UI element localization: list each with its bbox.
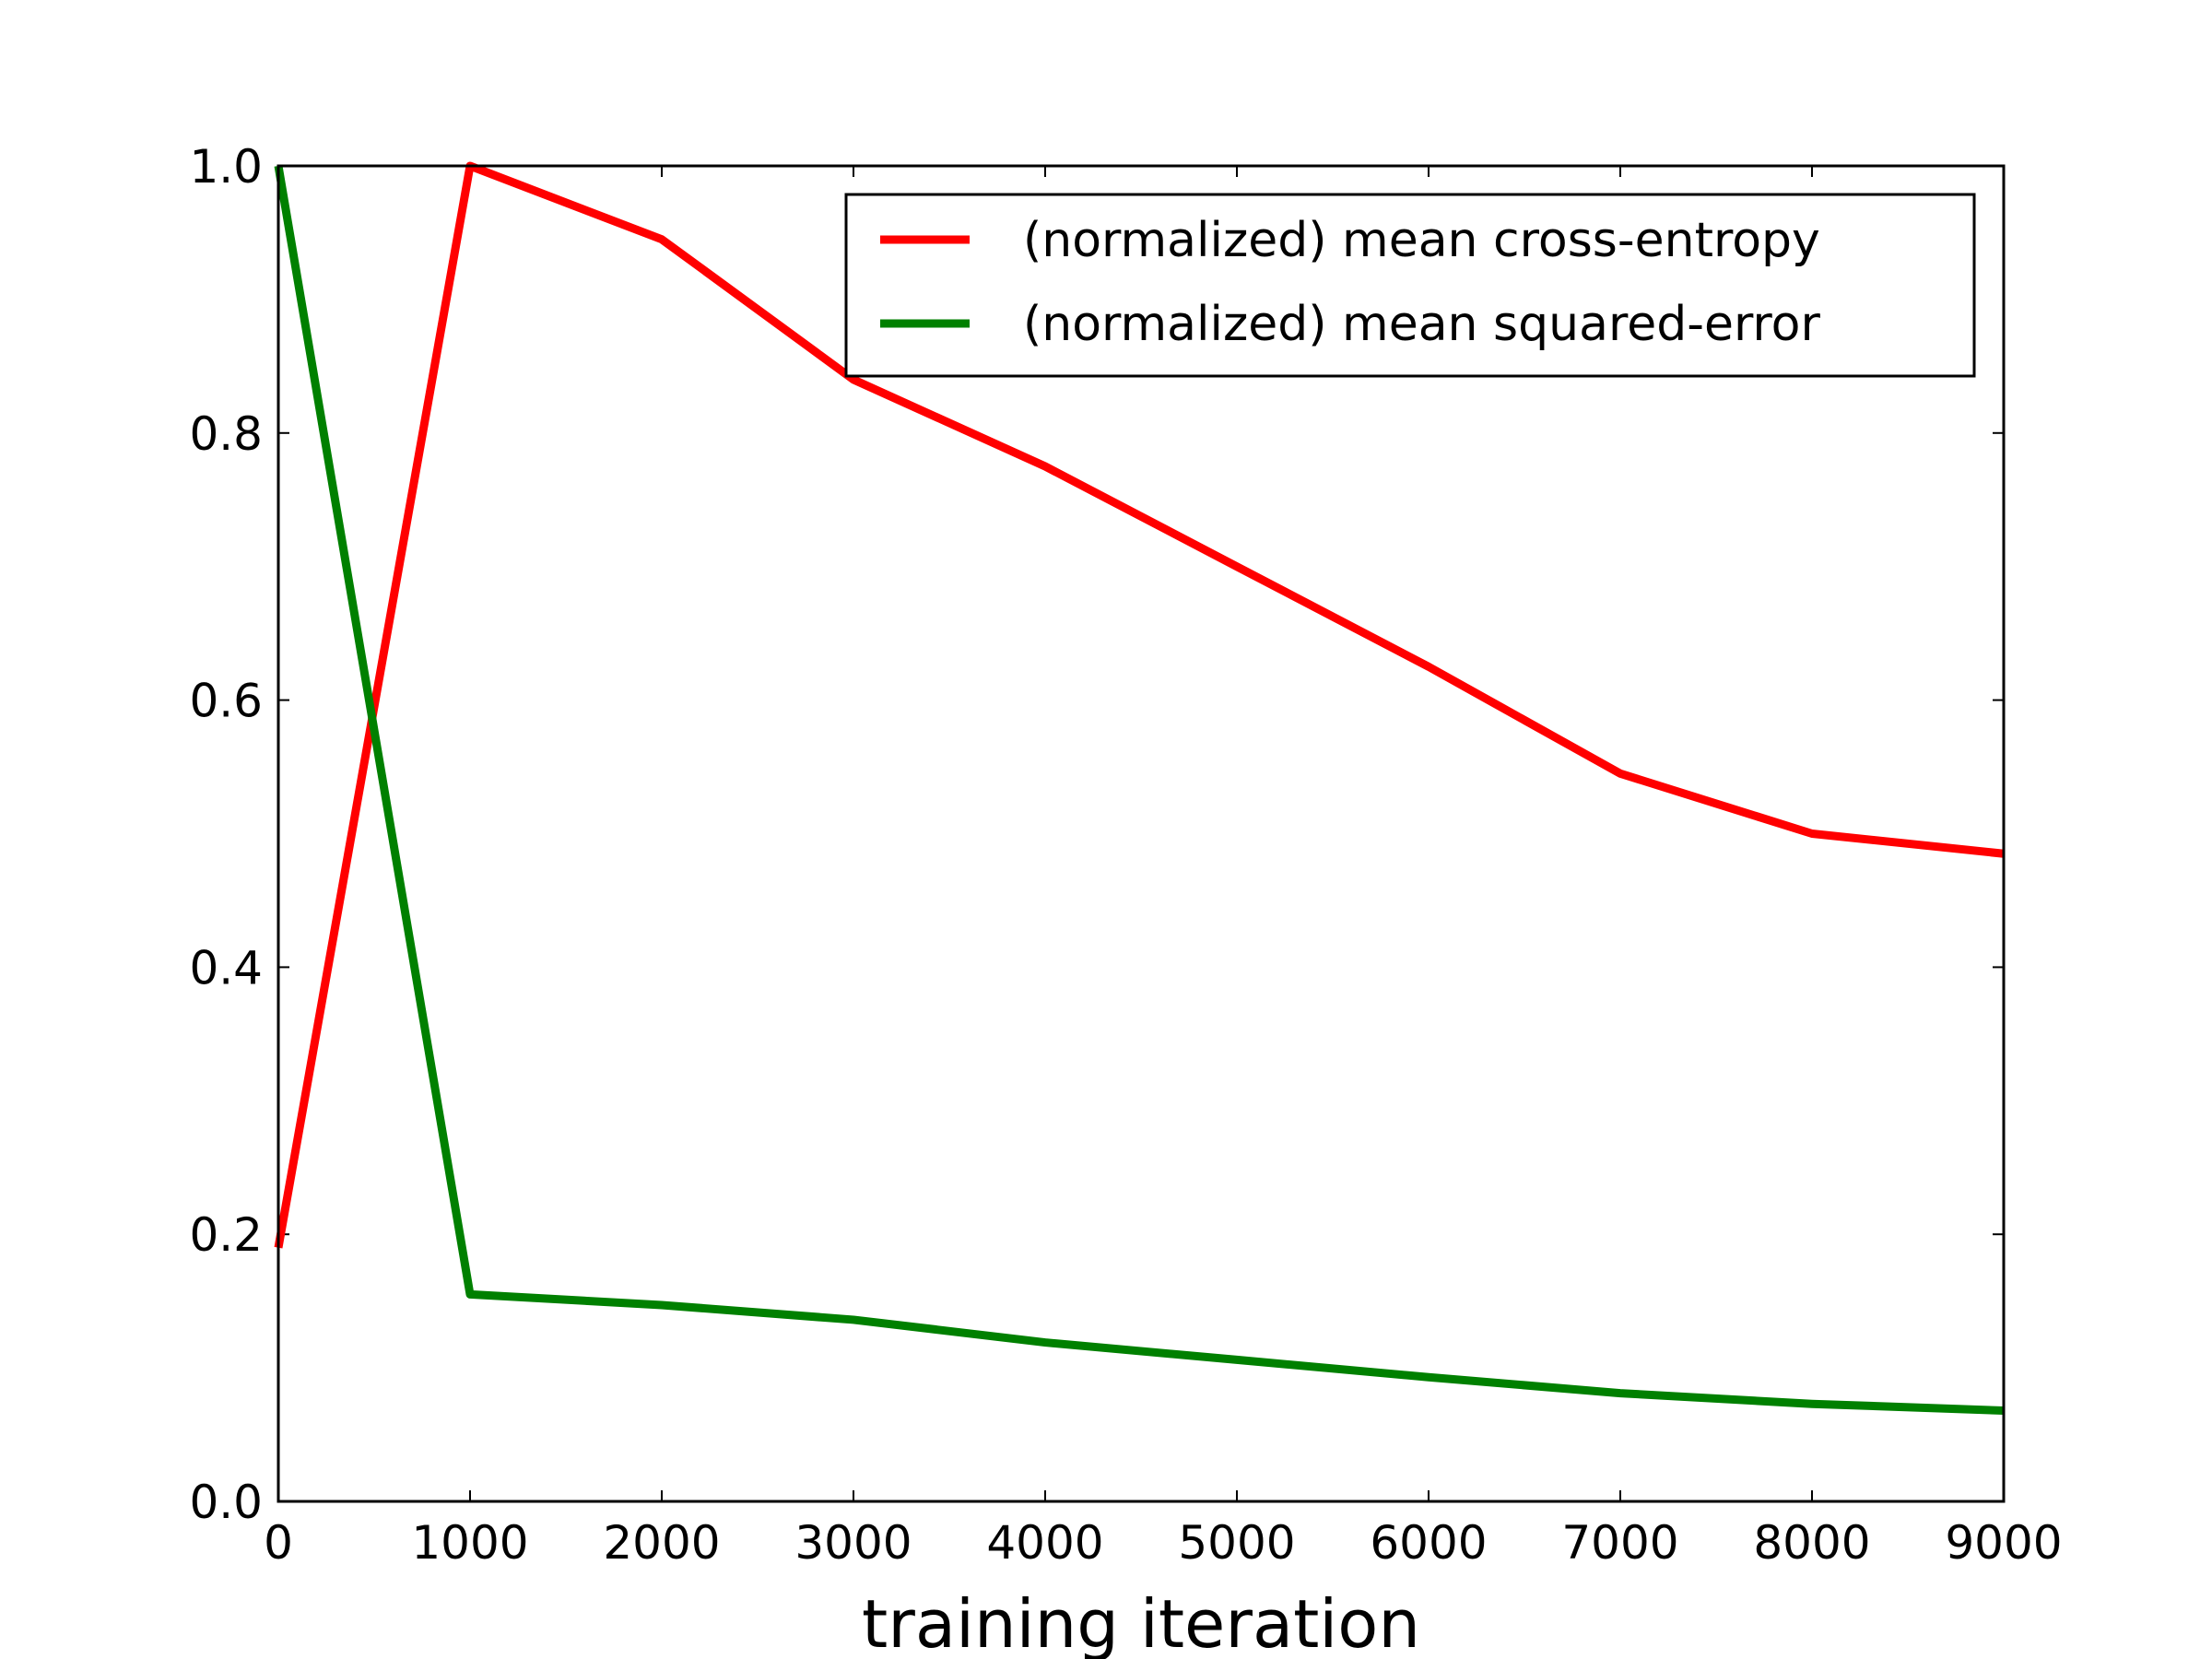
- y-tick-label: 1.0: [189, 140, 263, 194]
- x-tick-label: 8000: [1753, 1516, 1870, 1570]
- legend-label-squared-error: (normalized) mean squared-error: [1023, 297, 1820, 352]
- legend: (normalized) mean cross-entropy (normali…: [844, 193, 1976, 378]
- x-tick-label: 7000: [1561, 1516, 1678, 1570]
- y-tick-label: 0.2: [189, 1208, 263, 1262]
- y-tick-label: 0.8: [189, 407, 263, 461]
- x-tick-label: 4000: [986, 1516, 1103, 1570]
- x-tick-label: 1000: [411, 1516, 528, 1570]
- y-tick-label: 0.4: [189, 941, 263, 994]
- series-layer: [274, 161, 2005, 1415]
- y-tick-label: 0.6: [189, 675, 263, 728]
- legend-box: [844, 193, 1976, 378]
- x-tick-label: 5000: [1178, 1516, 1295, 1570]
- y-tick-label: 0.0: [189, 1476, 263, 1529]
- series-line-cross-entropy: [274, 161, 2005, 1249]
- x-tick-label: 0: [264, 1516, 293, 1570]
- legend-label-cross-entropy: (normalized) mean cross-entropy: [1023, 213, 1820, 268]
- x-tick-label: 9000: [1945, 1516, 2062, 1570]
- x-tick-label: 3000: [794, 1516, 912, 1570]
- series-line-squared-error: [274, 165, 2005, 1415]
- x-tick-label: 2000: [603, 1516, 720, 1570]
- tick-layer: 0 1000 2000 3000 4000 5000 6000 7000 8000 9000 0.0…: [189, 140, 2062, 1570]
- plot-frame: [276, 164, 2006, 1503]
- x-tick-label: 6000: [1370, 1516, 1487, 1570]
- x-axis-label: training iteration: [862, 1585, 1420, 1659]
